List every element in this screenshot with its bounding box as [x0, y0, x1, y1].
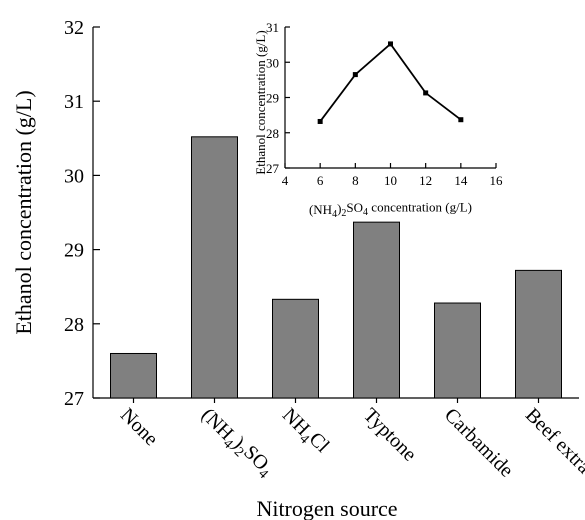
main-bar-chart: 27 28 29 30 31 32 Ethanol concentration (g/L) N…: [11, 17, 585, 520]
y-tick-label: 32: [64, 17, 84, 39]
inset-x-axis-title: (NH4)2SO4 concentration (g/L): [309, 199, 472, 220]
inset-series-line: [319, 42, 462, 123]
x-category-label: NH4Cl: [276, 403, 334, 461]
y-tick-label: 31: [64, 91, 84, 113]
inset-x-tick-label: 6: [317, 173, 324, 188]
y-tick-label: 29: [64, 240, 84, 262]
x-category-label: Typtone: [359, 404, 421, 466]
inset-x-tick-label: 14: [454, 173, 468, 188]
inset-y-axis-title: Ethanol concentration (g/L): [253, 30, 268, 174]
y-tick-label: 27: [64, 388, 84, 410]
y-axis-title: Ethanol concentration (g/L): [11, 90, 36, 334]
y-tick-label: 28: [64, 314, 84, 336]
x-category-label: Carbamide: [440, 404, 518, 482]
inset-data-point: [388, 41, 393, 47]
inset-data-point: [352, 72, 358, 78]
inset-x-tick-label: 10: [384, 173, 397, 188]
bar: [434, 302, 481, 399]
bar: [110, 352, 157, 399]
x-axis-title: Nitrogen source: [256, 496, 397, 520]
inset-x-tick-label: 16: [490, 173, 504, 188]
inset-line-chart: 27 28 29 30 31 4 6 8 10 12 14 16 Ethanol concentrati…: [253, 20, 503, 220]
bar: [272, 298, 319, 399]
inset-y-tick-label: 31: [266, 20, 279, 35]
x-category-label: None: [116, 404, 162, 450]
inset-x-tick-label: 8: [352, 173, 359, 188]
inset-data-point: [458, 117, 464, 123]
x-category-label: Beef extract: [521, 404, 585, 489]
inset-data-point: [317, 118, 323, 124]
x-category-label: (NH4)2SO4: [195, 401, 278, 484]
inset-y-tick-label: 30: [266, 55, 279, 70]
inset-y-tick-label: 29: [266, 91, 279, 106]
inset-x-tick-label: 12: [419, 173, 432, 188]
bar: [353, 221, 400, 399]
bar: [515, 269, 562, 399]
y-tick-label: 30: [64, 165, 84, 187]
inset-y-tick-label: 28: [266, 126, 279, 141]
inset-x-tick-label: 4: [282, 173, 289, 188]
inset-data-point: [423, 90, 429, 96]
inset-y-tick-label: 27: [266, 161, 280, 176]
bar: [191, 136, 238, 399]
